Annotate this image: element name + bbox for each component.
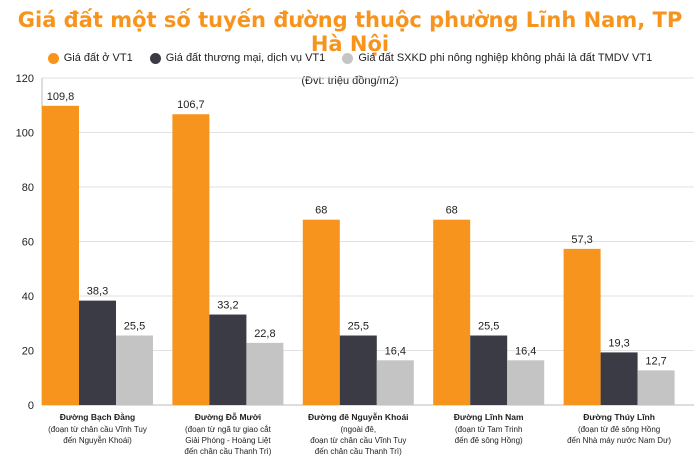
- chart-title: Giá đất một số tuyến đường thuộc phường …: [17, 8, 683, 56]
- category-label: Đường Thúy Lĩnh: [583, 412, 655, 422]
- category-desc: (đoạn từ Tam Trinh: [455, 425, 522, 434]
- category-label: Đường đê Nguyễn Khoái: [308, 412, 409, 422]
- data-label: 109,8: [47, 91, 75, 103]
- category-desc: đến Nhà máy nước Nam Dư): [567, 436, 671, 445]
- data-label: 25,5: [478, 321, 499, 333]
- bar: [563, 248, 601, 405]
- bar: [42, 105, 79, 406]
- bar: [116, 335, 153, 405]
- category-desc: (đoạn từ ngã tư giao cắt: [185, 425, 272, 434]
- bar: [339, 335, 377, 405]
- data-label: 12,7: [645, 355, 666, 367]
- legend-item-series-2: Giá đất SXKD phi nông nghiệp không phải …: [342, 52, 652, 64]
- category-label: Đường Đỗ Mười: [195, 412, 261, 422]
- legend-swatch-1: [149, 52, 161, 64]
- bar: [637, 370, 675, 405]
- data-label: 57,3: [571, 234, 592, 246]
- category-desc: (đoạn từ chân cầu Vĩnh Tuy: [48, 425, 147, 434]
- data-label: 106,7: [177, 99, 205, 111]
- bar: [246, 342, 284, 405]
- data-label: 22,8: [254, 328, 275, 340]
- y-tick-label: 80: [22, 182, 34, 194]
- bar: [302, 219, 340, 405]
- legend-label-2: Giá đất SXKD phi nông nghiệp không phải …: [358, 52, 653, 64]
- bar: [376, 360, 414, 405]
- legend-swatch-0: [47, 52, 59, 64]
- category-desc: đến Nguyễn Khoái): [63, 436, 132, 445]
- bar: [600, 352, 638, 405]
- data-label: 25,5: [124, 321, 145, 333]
- legend: Giá đất ở VT1 Giá đất thương mại, dịch v…: [0, 52, 700, 67]
- legend-swatch-2: [342, 52, 354, 64]
- legend-item-series-1: Giá đất thương mại, dịch vụ VT1: [149, 52, 326, 64]
- category-desc: (ngoài đê,: [341, 425, 377, 434]
- data-label: 25,5: [348, 321, 369, 333]
- category-desc: đến đê sông Hồng): [455, 436, 523, 445]
- category-desc: đoạn từ chân cầu Vĩnh Tuy: [310, 436, 406, 445]
- y-tick-label: 20: [22, 346, 34, 358]
- y-tick-label: 0: [28, 400, 34, 412]
- legend-item-series-0: Giá đất ở VT1: [47, 52, 133, 64]
- data-label: 16,4: [385, 345, 406, 357]
- bar: [433, 219, 471, 405]
- y-tick-label: 40: [22, 291, 34, 303]
- data-label: 68: [315, 205, 327, 217]
- data-label: 33,2: [217, 300, 238, 312]
- bar: [172, 114, 210, 406]
- category-label: Đường Bạch Đằng: [60, 411, 135, 422]
- y-tick-label: 60: [22, 237, 34, 249]
- category-desc: Giải Phóng - Hoàng Liệt: [185, 436, 271, 445]
- category-desc: đến chân cầu Thanh Trì): [315, 447, 402, 456]
- category-desc: đến chân cầu Thanh Trì): [184, 447, 271, 456]
- bar: [507, 360, 545, 405]
- data-label: 68: [446, 205, 458, 217]
- data-label: 38,3: [87, 286, 108, 298]
- data-label: 19,3: [608, 337, 629, 349]
- category-desc: (đoạn từ đê sông Hồng: [578, 425, 660, 434]
- y-tick-label: 120: [16, 73, 34, 85]
- category-label: Đường Lĩnh Nam: [454, 412, 524, 422]
- bar: [79, 300, 116, 405]
- legend-label-1: Giá đất thương mại, dịch vụ VT1: [165, 52, 326, 64]
- y-tick-label: 100: [16, 128, 34, 140]
- bar: [209, 314, 247, 405]
- legend-label-0: Giá đất ở VT1: [63, 52, 133, 64]
- data-label: 16,4: [515, 345, 536, 357]
- bar: [470, 335, 508, 405]
